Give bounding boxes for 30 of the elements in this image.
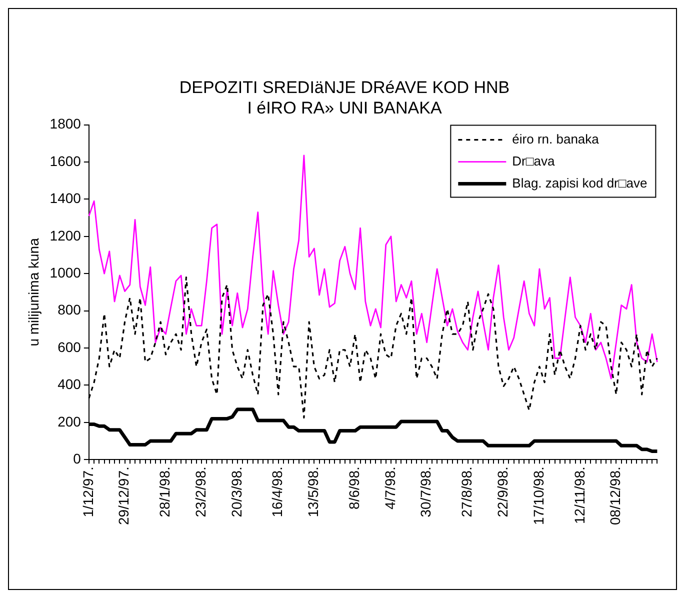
y-tick-label: 1000 bbox=[50, 264, 82, 280]
y-axis-title: u milijunima kuna bbox=[25, 238, 42, 346]
x-tick-label: 20/3/98. bbox=[228, 466, 244, 518]
y-tick-label: 1200 bbox=[50, 227, 82, 244]
legend-label: Blag. zapisi kod dr□ave bbox=[512, 175, 648, 190]
legend-label: éiro rn. banaka bbox=[512, 131, 600, 146]
x-tick-label: 22/9/98. bbox=[494, 466, 510, 518]
y-tick-label: 0 bbox=[73, 450, 82, 466]
x-tick-label: 4/7/98. bbox=[382, 466, 398, 510]
x-tick-label: 30/7/98. bbox=[418, 466, 434, 518]
y-tick-label: 200 bbox=[58, 413, 82, 430]
x-tick-label: 1/12/97. bbox=[80, 466, 96, 518]
chart-title: DEPOZITI SREDIäNJE DRéAVE KOD HNB I éIRO RA» UNI BANAKA bbox=[179, 78, 510, 118]
y-tick-label: 1600 bbox=[50, 152, 82, 169]
x-tick-label: 28/1/98. bbox=[156, 466, 173, 518]
x-tick-label: 12/11/98. bbox=[571, 466, 588, 524]
y-tick-label: 400 bbox=[58, 376, 82, 392]
legend-label: Dr□ava bbox=[512, 153, 556, 168]
x-tick-label: 27/8/98. bbox=[458, 466, 475, 518]
x-tick-label: 23/2/98. bbox=[192, 466, 208, 518]
y-tick-label: 600 bbox=[58, 338, 82, 355]
y-tick-label: 1400 bbox=[50, 190, 82, 206]
x-tick-label: 29/12/97. bbox=[116, 466, 132, 526]
x-tick-label: 8/6/98. bbox=[346, 466, 362, 510]
x-tick-label: 17/10/98. bbox=[530, 466, 546, 526]
x-tick-label: 08/12/98. bbox=[607, 466, 624, 526]
y-tick-label: 1800 bbox=[50, 116, 82, 132]
x-tick-label: 13/5/98. bbox=[305, 466, 322, 518]
x-tick-label: 16/4/98. bbox=[269, 466, 286, 518]
y-tick-label: 800 bbox=[58, 302, 82, 318]
